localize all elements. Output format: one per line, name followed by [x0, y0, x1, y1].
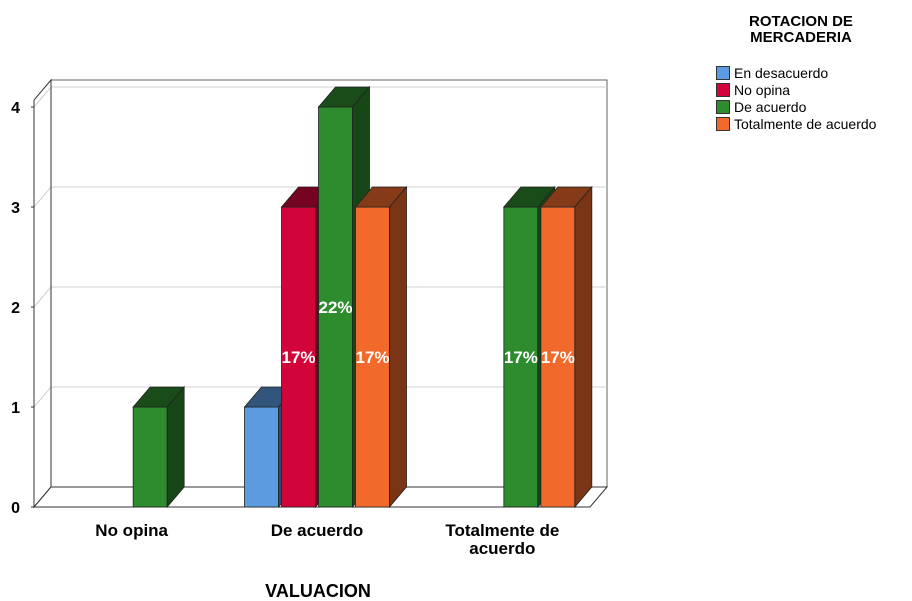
x-tick-label: De acuerdo: [271, 521, 364, 540]
legend-item: No opina: [716, 81, 906, 98]
bar: [354, 185, 408, 509]
bar-side: [166, 385, 185, 509]
data-label: 17%: [281, 348, 315, 367]
data-label: 22%: [318, 298, 352, 317]
y-tick-label: 1: [11, 400, 20, 417]
x-tick-label: acuerdo: [469, 539, 535, 558]
legend-label: En desacuerdo: [734, 64, 829, 81]
data-label: 6%: [249, 348, 274, 367]
y-tick-label: 0: [11, 500, 20, 517]
legend-label: De acuerdo: [734, 98, 807, 115]
legend-item: Totalmente de acuerdo: [716, 115, 906, 132]
data-label: 17%: [355, 348, 389, 367]
legend-items: En desacuerdo No opina De acuerdo Totalment…: [716, 64, 906, 132]
x-tick-label: No opina: [95, 521, 168, 540]
x-tick-label: Totalmente de: [445, 521, 559, 540]
bar-front: [355, 206, 390, 508]
gridline-side: [33, 86, 52, 108]
bar-front: [318, 106, 353, 508]
y-tick-label: 2: [11, 300, 20, 317]
legend-label: No opina: [734, 81, 791, 98]
bar-front: [244, 406, 279, 508]
legend-swatch: [716, 82, 730, 97]
bar-side: [574, 185, 593, 509]
data-label: 17%: [541, 348, 575, 367]
gridline-side: [33, 186, 52, 208]
legend-swatch: [716, 116, 730, 131]
y-axis-ticks: 0 1 2 3 4: [11, 100, 34, 517]
legend-swatch: [716, 65, 730, 80]
bar-front: [540, 206, 576, 508]
gridline-side: [33, 286, 52, 308]
y-tick-label: 3: [11, 200, 20, 217]
bar-front: [132, 406, 168, 508]
left-wall: [33, 78, 52, 509]
legend-title: ROTACION DE MERCADERIA: [716, 14, 886, 46]
x-axis-title: VALUACION: [265, 581, 371, 601]
bar: [132, 385, 186, 509]
chart-bars: 6% 6% 17%22%17% 17% 17%: [132, 85, 593, 509]
legend-title-line: MERCADERIA: [750, 29, 852, 46]
bar: [539, 185, 593, 509]
legend-label: Totalmente de acuerdo: [734, 115, 877, 132]
data-label: 17%: [504, 348, 538, 367]
legend-item: De acuerdo: [716, 98, 906, 115]
y-tick-label: 4: [11, 100, 20, 117]
legend-item: En desacuerdo: [716, 64, 906, 81]
bar-side: [389, 185, 407, 509]
data-label: 6%: [138, 348, 163, 367]
gridline-side: [33, 386, 52, 408]
legend: ROTACION DE MERCADERIA En desacuerdo No o…: [716, 14, 906, 132]
legend-swatch: [716, 99, 730, 114]
legend-title-line: ROTACION DE: [749, 13, 853, 30]
